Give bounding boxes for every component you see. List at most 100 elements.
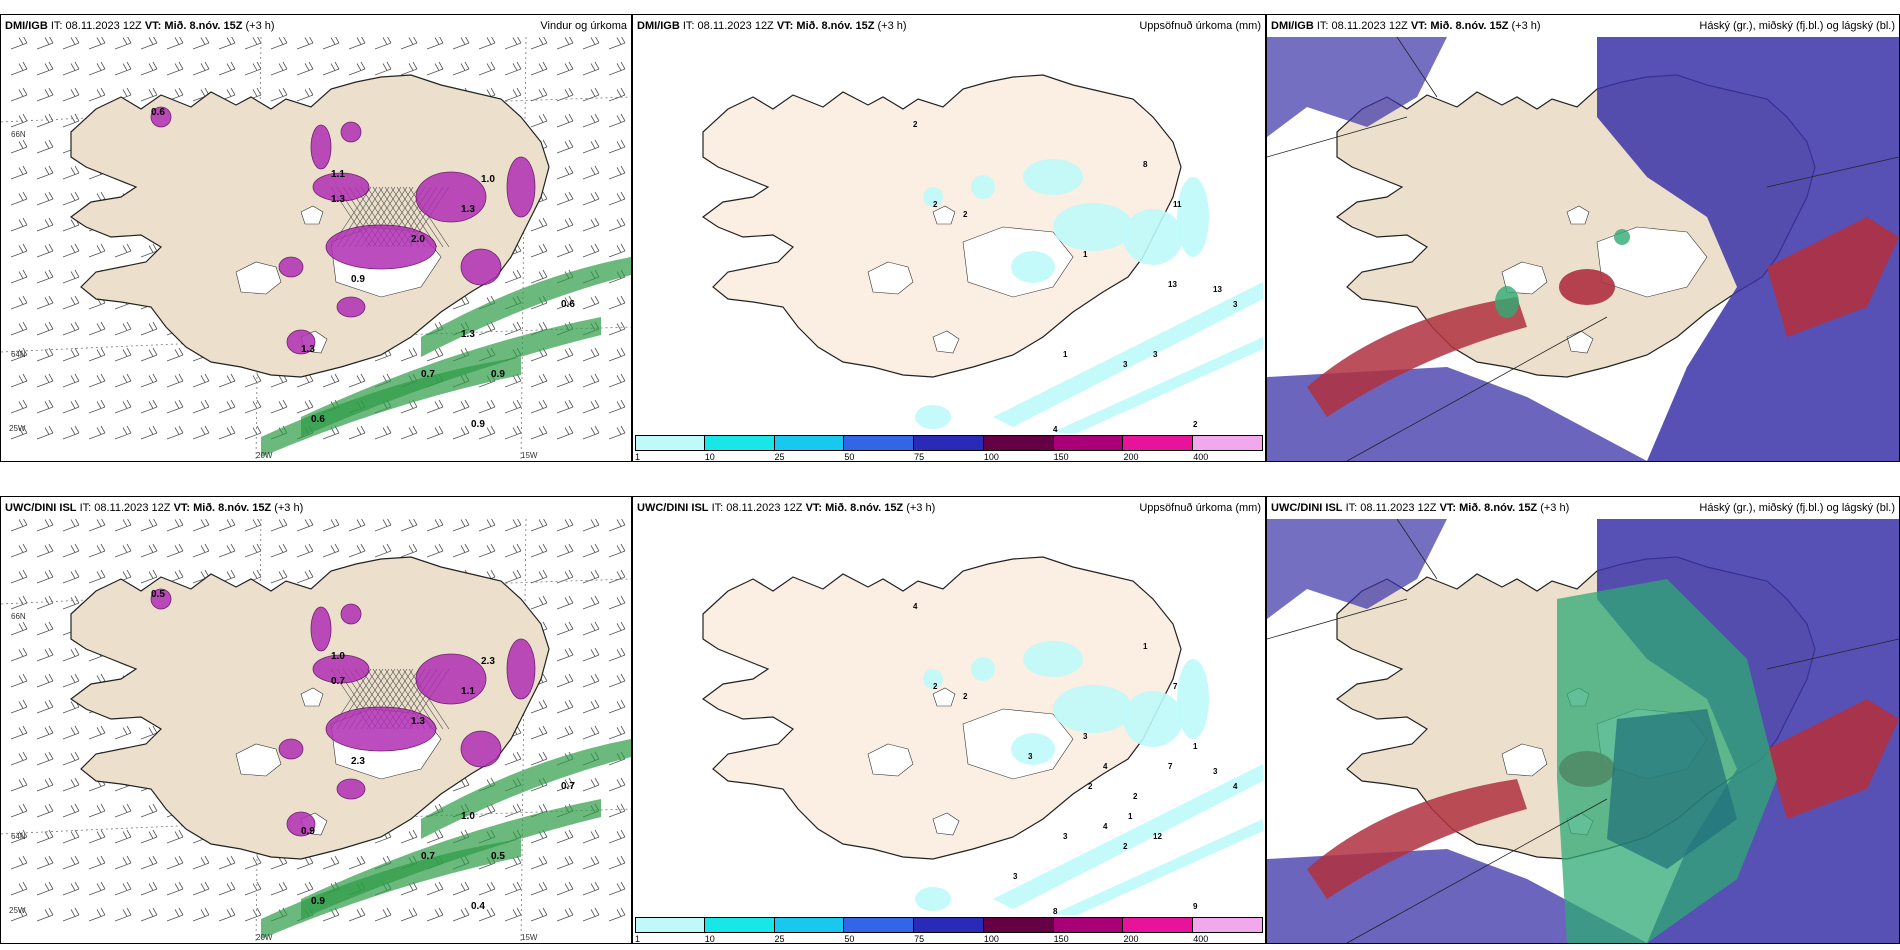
convective-precip-blob bbox=[325, 706, 437, 752]
model-name: DMI/IGB bbox=[5, 20, 48, 32]
precip-colorbar: 1 10 25 50 75 100 150 200 400 bbox=[633, 915, 1265, 943]
wind-barb bbox=[36, 399, 54, 414]
colorbar-swatch bbox=[1123, 917, 1194, 933]
wind-barb bbox=[114, 803, 132, 818]
wind-barb bbox=[270, 519, 288, 532]
wind-barb bbox=[192, 425, 210, 440]
wind-barb bbox=[582, 295, 600, 310]
wind-barb bbox=[556, 829, 574, 844]
wind-barb bbox=[582, 139, 600, 154]
wind-barb bbox=[218, 373, 236, 388]
convective-precip-blob bbox=[150, 588, 172, 610]
wind-barb bbox=[530, 569, 548, 584]
precip-area bbox=[971, 657, 995, 681]
wind-barb bbox=[166, 519, 184, 532]
wind-barb bbox=[608, 699, 626, 714]
wind-barb bbox=[556, 777, 574, 792]
wind-barb bbox=[504, 881, 522, 896]
precip-value-label: 2.3 bbox=[481, 656, 495, 667]
precip-area bbox=[923, 669, 943, 689]
wind-barb bbox=[140, 881, 158, 896]
convective-precip-blob bbox=[415, 653, 487, 705]
wind-barb bbox=[166, 881, 184, 896]
precip-streak bbox=[1053, 819, 1263, 917]
wind-barb bbox=[608, 777, 626, 792]
colorbar-swatch bbox=[1053, 435, 1124, 451]
precip-area bbox=[923, 187, 943, 207]
wind-barb bbox=[114, 37, 132, 50]
precip-value-label: 0.7 bbox=[331, 676, 345, 687]
wind-barb bbox=[608, 37, 626, 50]
valid-time: VT: Mið. 8.nóv. 15Z bbox=[173, 502, 272, 514]
valid-time: VT: Mið. 8.nóv. 15Z bbox=[1439, 502, 1538, 514]
precip-value-label: 1.3 bbox=[461, 204, 475, 215]
high-cloud-area bbox=[1267, 519, 1447, 619]
wind-barb bbox=[504, 569, 522, 584]
wind-barb bbox=[62, 321, 80, 336]
wind-barb bbox=[556, 191, 574, 206]
colorbar-tick-label: 100 bbox=[983, 934, 999, 944]
wind-barb bbox=[608, 647, 626, 662]
wind-barb bbox=[192, 907, 210, 922]
wind-barb bbox=[10, 191, 28, 206]
wind-barb bbox=[114, 725, 132, 740]
wind-barb bbox=[88, 347, 106, 362]
axis-label: 25W bbox=[9, 906, 26, 915]
wind-barb bbox=[166, 907, 184, 922]
precip-amount-label: 3 bbox=[1013, 872, 1018, 881]
wind-barb bbox=[582, 37, 600, 50]
wind-barb bbox=[504, 269, 522, 284]
wind-barb bbox=[452, 425, 470, 440]
wind-barb bbox=[374, 543, 392, 558]
wind-barb bbox=[504, 87, 522, 102]
axis-label: 15W bbox=[521, 933, 538, 942]
convective-precip-blob bbox=[506, 156, 536, 218]
wind-barb bbox=[582, 673, 600, 688]
precip-area bbox=[1053, 685, 1133, 733]
wind-barb bbox=[296, 37, 314, 50]
wind-barb bbox=[140, 725, 158, 740]
precip-value-label: 1.1 bbox=[461, 686, 475, 697]
precip-streak bbox=[993, 764, 1263, 909]
wind-barb bbox=[478, 425, 496, 440]
wind-barb bbox=[218, 61, 236, 76]
wind-barb bbox=[556, 519, 574, 532]
wind-barb bbox=[114, 321, 132, 336]
precip-amount-label: 4 bbox=[913, 602, 918, 611]
wind-barb bbox=[582, 399, 600, 414]
wind-barb bbox=[218, 855, 236, 870]
precip-amount-label: 13 bbox=[1168, 280, 1177, 289]
colorbar-tick-label: 400 bbox=[1193, 934, 1209, 944]
wind-barb bbox=[556, 37, 574, 50]
wind-barb bbox=[166, 399, 184, 414]
precip-amount-label: 3 bbox=[1213, 767, 1218, 776]
wind-barb bbox=[270, 881, 288, 896]
wind-barb bbox=[608, 61, 626, 76]
wind-barb bbox=[582, 881, 600, 896]
wind-barb bbox=[374, 37, 392, 50]
glacier bbox=[300, 687, 324, 707]
glacier bbox=[932, 687, 956, 707]
wind-barb bbox=[582, 425, 600, 440]
wind-barb bbox=[556, 399, 574, 414]
wind-barb bbox=[218, 425, 236, 440]
wind-barb bbox=[400, 543, 418, 558]
panel-header: DMI/IGB IT: 08.11.2023 12Z VT: Mið. 8.nó… bbox=[1267, 15, 1899, 37]
precip-value-label: 1.3 bbox=[301, 344, 315, 355]
iceland-land bbox=[701, 74, 1182, 378]
wind-barb bbox=[582, 907, 600, 922]
wind-barb bbox=[88, 61, 106, 76]
wind-barb bbox=[556, 295, 574, 310]
wind-barb bbox=[10, 621, 28, 636]
wind-barb bbox=[556, 139, 574, 154]
panel-title: Uppsöfnuð úrkoma (mm) bbox=[1139, 502, 1261, 514]
wind-barb bbox=[608, 243, 626, 258]
wind-barb bbox=[582, 855, 600, 870]
map-panel-uwc-precip: UWC/DINI ISL IT: 08.11.2023 12Z VT: Mið.… bbox=[632, 496, 1266, 944]
wind-barb bbox=[36, 61, 54, 76]
wind-barb bbox=[530, 881, 548, 896]
wind-barb bbox=[504, 543, 522, 558]
precip-amount-label: 9 bbox=[1193, 902, 1198, 911]
convective-precip-blob bbox=[336, 778, 366, 800]
